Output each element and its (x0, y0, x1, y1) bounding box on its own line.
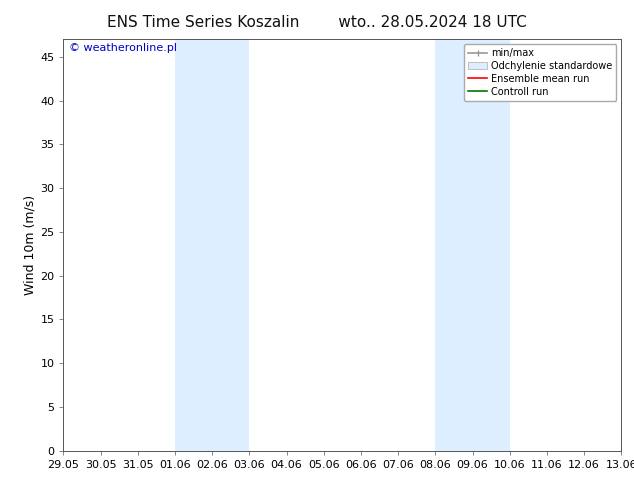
Bar (175, 39, 249, 451)
Text: ENS Time Series Koszalin        wto.. 28.05.2024 18 UTC: ENS Time Series Koszalin wto.. 28.05.202… (107, 15, 527, 30)
Bar (436, 39, 510, 451)
Y-axis label: Wind 10m (m/s): Wind 10m (m/s) (23, 195, 36, 295)
Text: © weatheronline.pl: © weatheronline.pl (69, 43, 177, 53)
Legend: min/max, Odchylenie standardowe, Ensemble mean run, Controll run: min/max, Odchylenie standardowe, Ensembl… (464, 44, 616, 100)
